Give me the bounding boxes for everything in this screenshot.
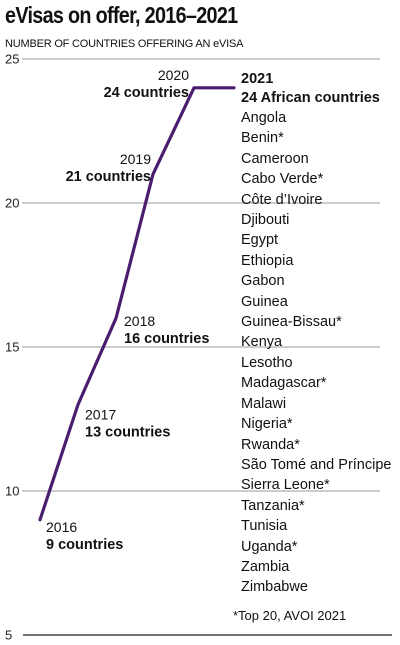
country-list-item: Angola xyxy=(241,110,287,126)
annotation-year: 2018 xyxy=(124,313,155,329)
annotation-count: 13 countries xyxy=(85,425,170,441)
country-list-item: Lesotho xyxy=(241,354,293,371)
country-list-item: Djibouti xyxy=(241,212,290,229)
chart-subtitle: NUMBER OF COUNTRIES OFFERING AN eVISA xyxy=(5,38,244,50)
annotation-year: 2017 xyxy=(85,407,116,423)
series-line xyxy=(38,86,236,522)
annotation-count: 9 countries xyxy=(46,537,123,553)
annotation-year: 2019 xyxy=(120,151,151,167)
country-list-item: Madagascar* xyxy=(241,375,327,392)
annotation-year: 2016 xyxy=(46,519,77,535)
country-list-item: Zimbabwe xyxy=(241,579,308,596)
country-list-item: Ethiopia xyxy=(241,252,294,269)
country-list-item: Sierra Leone* xyxy=(241,477,330,494)
annotation-year: 2020 xyxy=(158,67,189,83)
list-year: 2021 xyxy=(241,71,274,87)
y-tick-label: 25 xyxy=(5,52,19,67)
y-tick-label: 10 xyxy=(5,484,19,499)
country-list-item: Gabon xyxy=(241,273,285,290)
country-list-item: Tanzania* xyxy=(241,497,305,514)
country-list-item: São Tomé and Príncipe xyxy=(241,456,392,473)
country-list-item: Kenya xyxy=(241,334,283,351)
country-list-item: Rwanda* xyxy=(241,436,300,453)
country-list-item: Zambia xyxy=(241,558,290,575)
country-list-panel: 2021 24 African countries Angola Benin* Ca… xyxy=(241,70,391,598)
country-list: Angola Benin* Cameroon Cabo Verde* Côte d’Iv… xyxy=(241,108,391,598)
annotation-count: 24 countries xyxy=(104,85,189,101)
annotation-count: 21 countries xyxy=(66,169,151,185)
y-tick-label: 20 xyxy=(5,196,19,211)
country-list-item: Côte d’Ivoire xyxy=(241,191,323,208)
country-list-item: Benin* xyxy=(241,130,284,147)
country-list-item: Cabo Verde* xyxy=(241,171,324,188)
country-list-item: Uganda* xyxy=(241,538,298,555)
country-list-item: Tunisia xyxy=(241,518,288,535)
country-list-item: Nigeria* xyxy=(241,416,293,433)
country-list-item: Cameroon xyxy=(241,150,309,167)
y-tick-label: 15 xyxy=(5,340,19,355)
country-list-item: Guinea xyxy=(241,293,288,310)
country-list-item: Guinea-Bissau* xyxy=(241,314,342,331)
footnote: *Top 20, AVOI 2021 xyxy=(233,608,347,623)
country-list-item: Malawi xyxy=(241,395,287,412)
chart-title: eVisas on offer, 2016–2021 xyxy=(5,2,238,28)
list-heading: 24 African countries xyxy=(241,90,380,106)
y-tick-label: 5 xyxy=(5,628,12,643)
annotation-count: 16 countries xyxy=(124,331,209,347)
country-list-item: Egypt xyxy=(241,232,279,249)
